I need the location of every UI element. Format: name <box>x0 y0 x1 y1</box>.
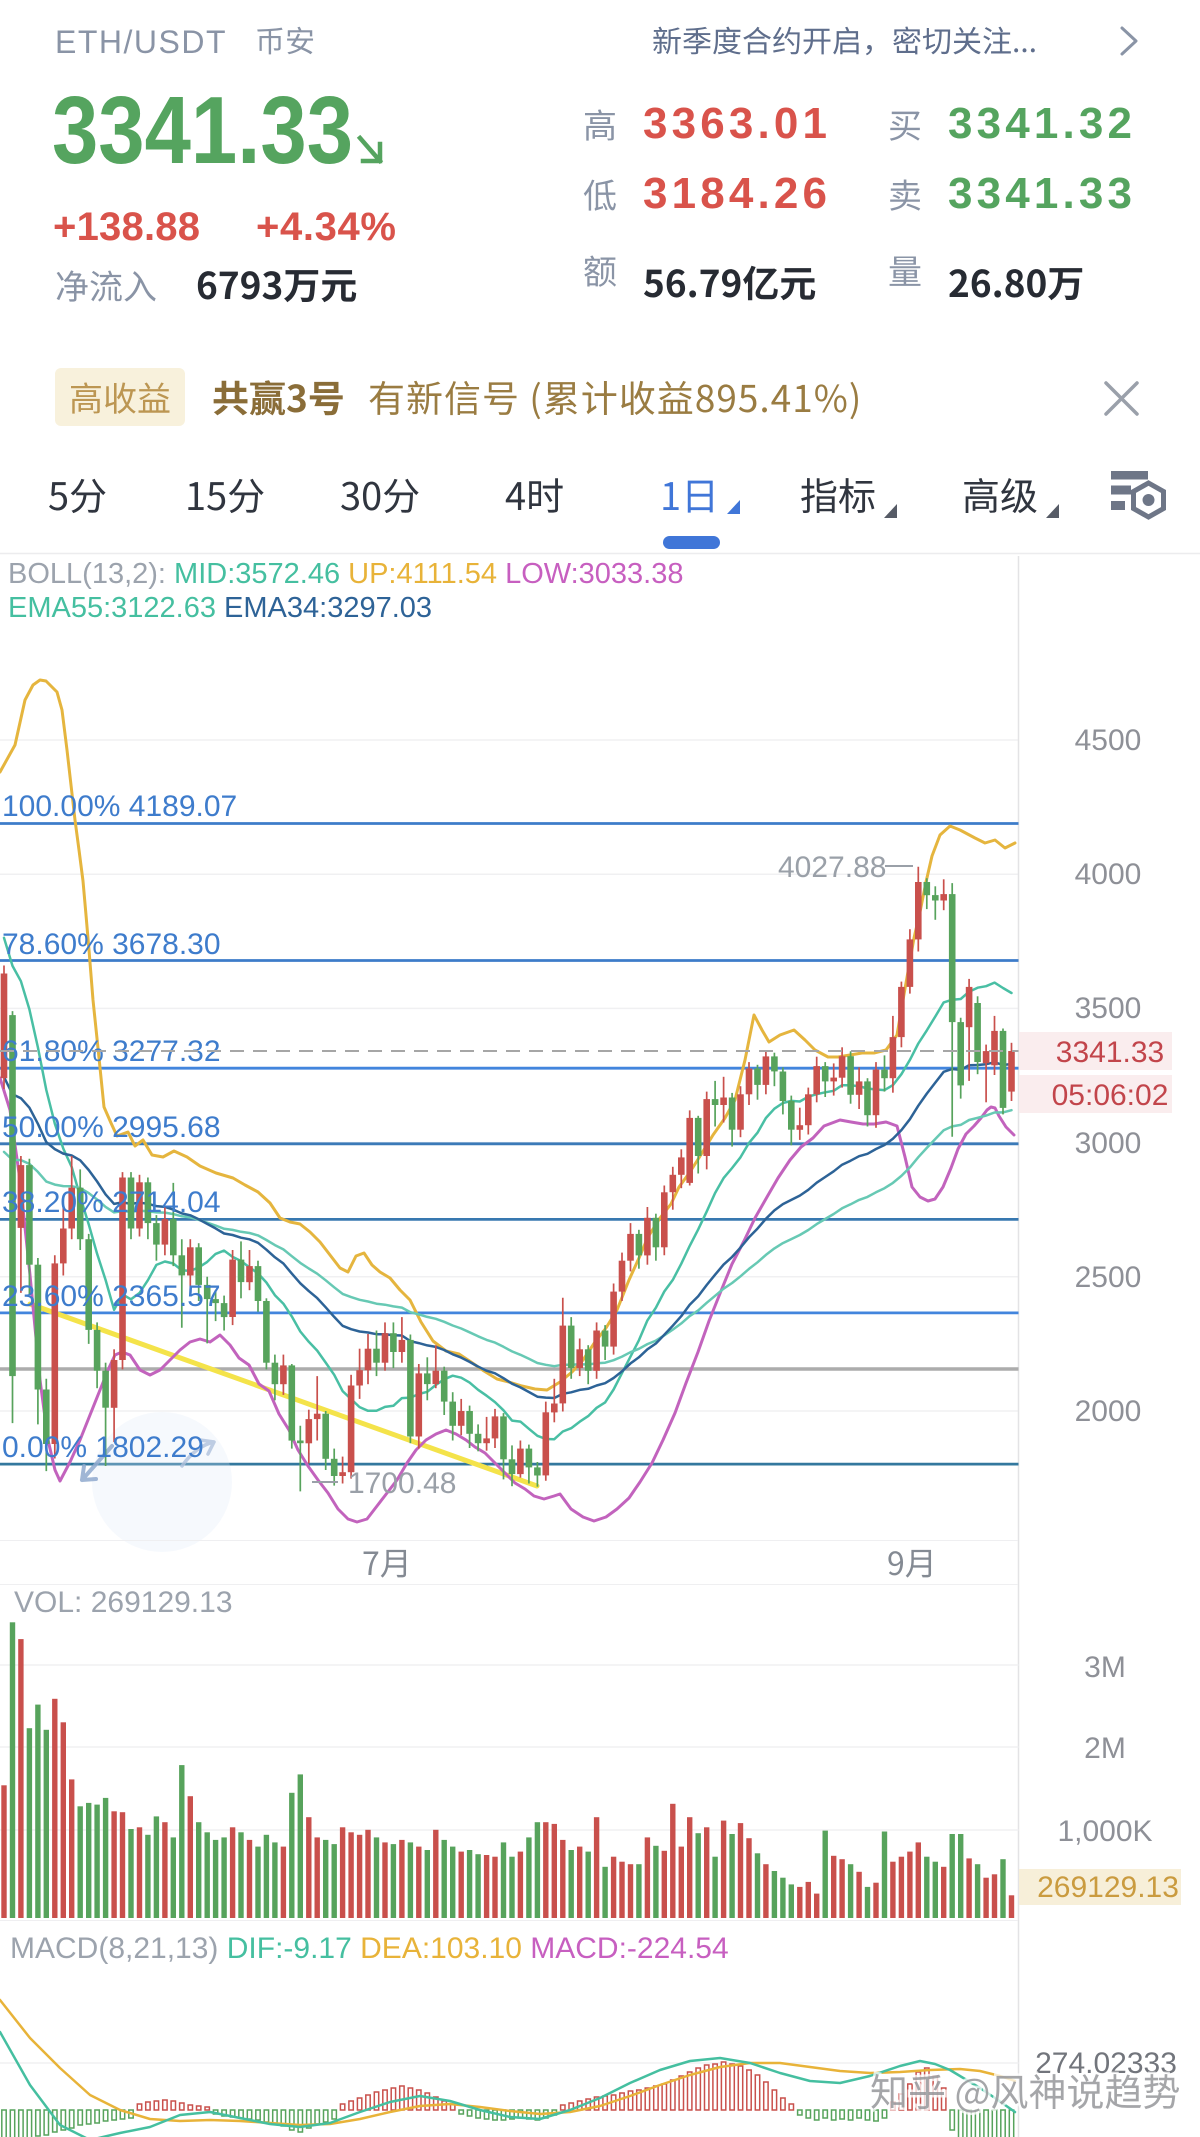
svg-text:3184.26: 3184.26 <box>643 169 827 218</box>
svg-text:3000: 3000 <box>1075 1127 1142 1160</box>
svg-text:3341.33: 3341.33 <box>948 169 1132 218</box>
svg-text:3341.33: 3341.33 <box>1056 1036 1164 1069</box>
svg-text:MACD(8,21,13) DIF:-9.17 DEA:10: MACD(8,21,13) DIF:-9.17 DEA:103.10 MACD:… <box>10 1932 729 1965</box>
svg-text:38.20% 2714.04: 38.20% 2714.04 <box>2 1186 221 1219</box>
svg-text:2M: 2M <box>1084 1732 1126 1765</box>
svg-text:05:06:02: 05:06:02 <box>1052 1079 1169 1112</box>
svg-text:50.00% 2995.68: 50.00% 2995.68 <box>2 1111 221 1144</box>
svg-text:1,000K: 1,000K <box>1057 1815 1152 1848</box>
svg-text:+4.34%: +4.34% <box>256 205 396 249</box>
svg-text:3M: 3M <box>1084 1651 1126 1684</box>
svg-text:4000: 4000 <box>1075 858 1142 891</box>
svg-text:2000: 2000 <box>1075 1395 1142 1428</box>
svg-text:3341.32: 3341.32 <box>948 99 1132 148</box>
svg-text:VOL: 269129.13: VOL: 269129.13 <box>14 1586 233 1619</box>
svg-text:3500: 3500 <box>1075 992 1142 1025</box>
svg-text:EMA55:3122.63 EMA34:3297.03: EMA55:3122.63 EMA34:3297.03 <box>8 592 432 624</box>
svg-text:4027.88: 4027.88 <box>778 851 886 884</box>
svg-text:100.00% 4189.07: 100.00% 4189.07 <box>2 790 237 823</box>
svg-text:1700.48: 1700.48 <box>348 1467 456 1500</box>
svg-text:4500: 4500 <box>1075 724 1142 757</box>
svg-text:269129.13: 269129.13 <box>1037 1871 1179 1904</box>
svg-text:0.00% 1802.29: 0.00% 1802.29 <box>2 1431 204 1464</box>
svg-text:BOLL(13,2): MID:3572.46 UP:411: BOLL(13,2): MID:3572.46 UP:4111.54 LOW:3… <box>8 558 684 590</box>
svg-text:3363.01: 3363.01 <box>643 99 827 148</box>
svg-text:ETH/USDT: ETH/USDT <box>55 24 227 60</box>
svg-text:+138.88: +138.88 <box>53 205 200 249</box>
svg-text:78.60% 3678.30: 78.60% 3678.30 <box>2 928 221 961</box>
svg-text:2500: 2500 <box>1075 1261 1142 1294</box>
svg-text:23.60% 2365.57: 23.60% 2365.57 <box>2 1280 221 1313</box>
svg-text:3341.33: 3341.33 <box>52 77 353 184</box>
